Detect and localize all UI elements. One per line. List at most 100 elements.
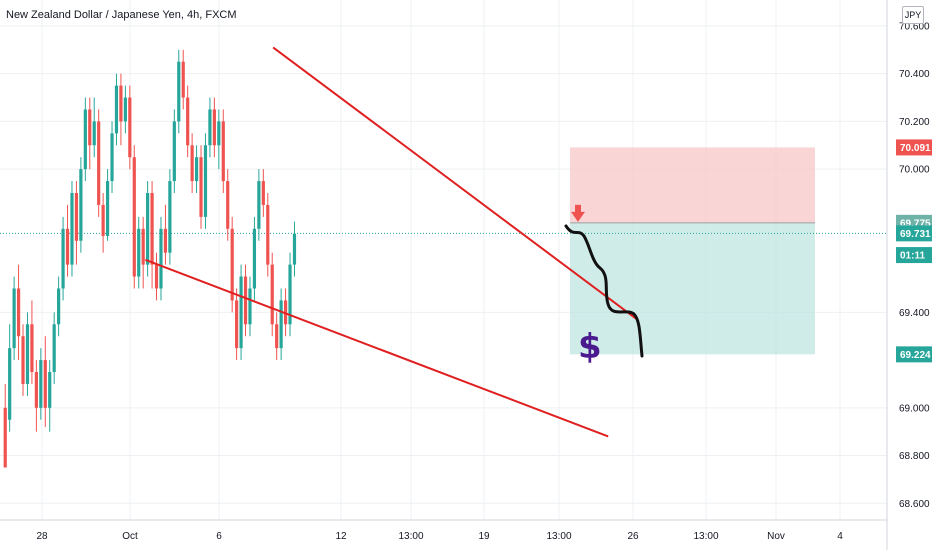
candle-body bbox=[79, 169, 83, 241]
candle-body bbox=[74, 193, 79, 241]
candle-body bbox=[88, 109, 92, 146]
currency-button[interactable]: JPY bbox=[902, 6, 924, 24]
price-tag-label: 01:11 bbox=[900, 251, 925, 262]
candle-body bbox=[292, 233, 297, 265]
candle-body bbox=[239, 276, 243, 349]
candle-body bbox=[186, 97, 190, 146]
candle-body bbox=[30, 324, 34, 373]
candle-body bbox=[21, 336, 25, 384]
y-tick-label: 68.800 bbox=[899, 451, 930, 462]
candle-body bbox=[252, 228, 257, 289]
x-tick-label: 12 bbox=[335, 531, 347, 542]
price-tag-label: 69.224 bbox=[900, 350, 931, 361]
x-tick-label: Oct bbox=[122, 531, 138, 542]
dollar-sign: $ bbox=[578, 327, 602, 367]
candle-body bbox=[177, 61, 181, 122]
candle-body bbox=[217, 121, 221, 146]
sell-arrow-icon bbox=[575, 204, 581, 213]
candle-body bbox=[172, 121, 176, 182]
candle-body bbox=[190, 145, 194, 182]
candle-body bbox=[114, 85, 119, 134]
candle-body bbox=[92, 121, 96, 146]
projection-path bbox=[564, 224, 644, 358]
take-profit-zone bbox=[570, 222, 815, 355]
candle-body bbox=[83, 109, 87, 170]
y-tick-label: 68.600 bbox=[899, 499, 930, 510]
candle-body bbox=[146, 193, 150, 265]
x-tick-label: 13:00 bbox=[546, 531, 571, 542]
y-tick-label: 69.400 bbox=[899, 308, 930, 319]
candles bbox=[3, 49, 297, 468]
candle-body bbox=[48, 372, 52, 408]
candle-body bbox=[105, 181, 110, 236]
x-tick-label: 6 bbox=[216, 531, 222, 542]
candle-body bbox=[199, 157, 203, 217]
candle-body bbox=[132, 157, 136, 277]
candle-body bbox=[97, 121, 101, 205]
candle-body bbox=[243, 276, 248, 325]
candle-body bbox=[163, 228, 168, 253]
candle-body bbox=[128, 97, 132, 158]
candle-body bbox=[8, 348, 12, 420]
candle-body bbox=[226, 181, 230, 229]
candle-body bbox=[194, 157, 199, 182]
y-tick-label: 70.000 bbox=[899, 165, 930, 176]
candle-body bbox=[208, 109, 212, 146]
price-tag bbox=[896, 247, 932, 264]
candle-body bbox=[159, 228, 163, 289]
candle-body bbox=[12, 288, 16, 349]
candle-body bbox=[221, 121, 225, 182]
price-tag bbox=[896, 139, 932, 156]
y-tick-label: 70.600 bbox=[899, 21, 930, 32]
x-tick-label: Nov bbox=[767, 531, 785, 542]
candle-body bbox=[101, 204, 105, 236]
candle-body bbox=[110, 133, 114, 182]
candle-body bbox=[235, 300, 239, 349]
chart-title: New Zealand Dollar / Japanese Yen, 4h, F… bbox=[6, 9, 237, 21]
y-tick-label: 70.200 bbox=[899, 117, 930, 128]
candle-body bbox=[137, 228, 141, 277]
annotations: $ bbox=[564, 204, 644, 367]
candle-body bbox=[141, 228, 145, 265]
candle-body bbox=[212, 109, 216, 146]
sell-arrow-head bbox=[571, 211, 585, 222]
candle-body bbox=[203, 145, 208, 217]
candle-body bbox=[261, 181, 265, 205]
stop-loss-zone bbox=[570, 147, 815, 223]
price-tag bbox=[896, 346, 932, 363]
candle-body bbox=[270, 264, 274, 325]
price-tag-label: 69.731 bbox=[900, 229, 931, 240]
x-tick-label: 13:00 bbox=[398, 531, 423, 542]
y-tick-label: 69.000 bbox=[899, 403, 930, 414]
price-tag-label: 70.091 bbox=[900, 143, 931, 154]
candle-body bbox=[43, 360, 47, 408]
candle-body bbox=[168, 181, 172, 253]
candle-body bbox=[123, 97, 127, 122]
y-tick-label: 70.400 bbox=[899, 69, 930, 80]
price-tag-label: 69.775 bbox=[900, 218, 931, 229]
candle-body bbox=[181, 61, 185, 98]
candle-body bbox=[70, 193, 74, 265]
candle-body bbox=[257, 181, 261, 229]
candle-body bbox=[230, 228, 234, 301]
x-tick-label: 28 bbox=[36, 531, 48, 542]
candle-body bbox=[154, 264, 159, 289]
trendlines bbox=[145, 46, 638, 438]
trendline-upper bbox=[272, 46, 638, 321]
candle-body bbox=[57, 288, 61, 325]
candle-body bbox=[61, 228, 65, 289]
x-tick-label: 4 bbox=[837, 531, 843, 542]
candle-body bbox=[34, 372, 38, 408]
candle-body bbox=[150, 193, 154, 265]
x-tick-label: 19 bbox=[478, 531, 490, 542]
x-tick-label: 13:00 bbox=[693, 531, 718, 542]
candle-body bbox=[52, 324, 56, 373]
candle-body bbox=[39, 360, 43, 408]
candle-body bbox=[275, 324, 279, 349]
candle-body bbox=[266, 204, 270, 265]
candle-body bbox=[16, 288, 21, 337]
candle-body bbox=[279, 300, 283, 349]
candle-body bbox=[25, 324, 30, 384]
